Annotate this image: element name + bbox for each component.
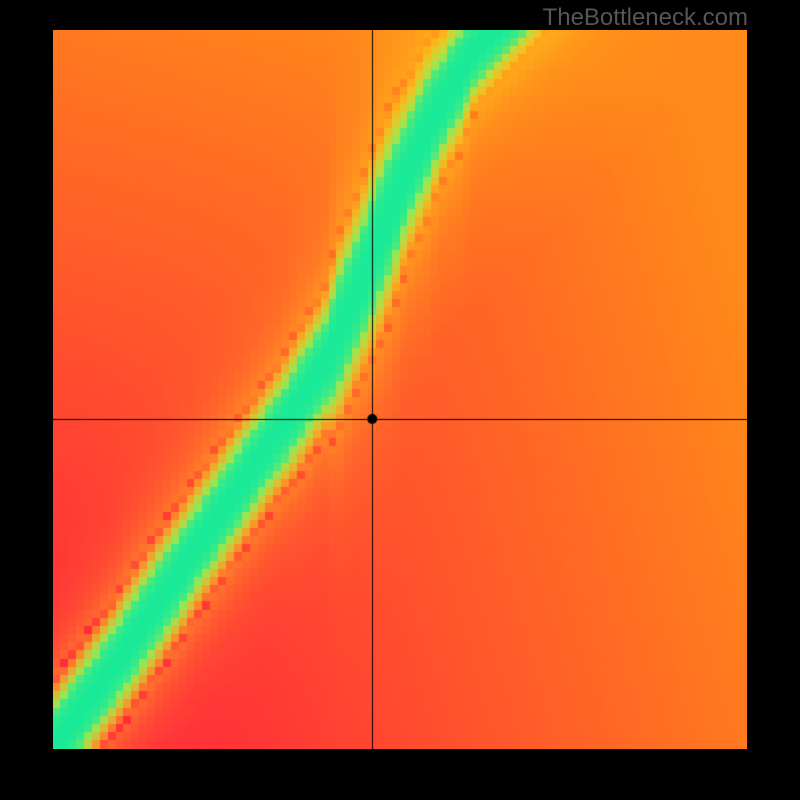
chart-frame: { "canvas": { "width": 800, "height": 80… (0, 0, 800, 800)
plot-area (53, 30, 747, 749)
watermark-text: TheBottleneck.com (543, 4, 748, 32)
heatmap-canvas (53, 30, 747, 749)
